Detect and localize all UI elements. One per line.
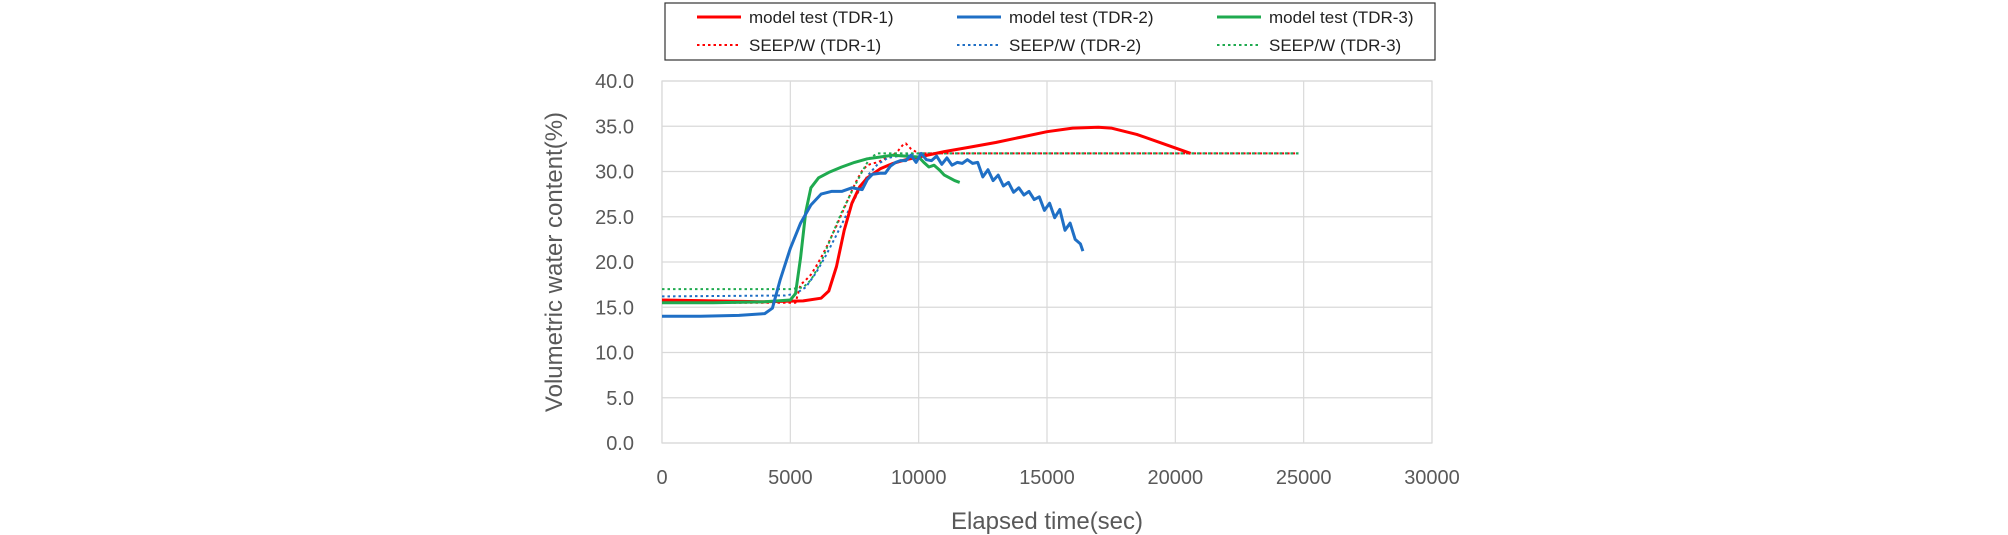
y-tick-label: 30.0	[595, 162, 634, 184]
legend-label: SEEP/W (TDR-2)	[1009, 36, 1141, 55]
x-tick-label: 25000	[1276, 467, 1332, 489]
legend-label: model test (TDR-2)	[1009, 8, 1154, 27]
x-tick-label: 0	[656, 467, 667, 489]
x-tick-labels: 0 5000 10000 15000 20000 25000 30000	[656, 467, 1459, 489]
y-tick-label: 5.0	[606, 388, 634, 410]
series-line-model-test-tdr-3	[662, 153, 961, 305]
series-line-seep-w-tdr-2	[661, 152, 1299, 298]
legend-label: SEEP/W (TDR-1)	[749, 36, 881, 55]
y-tick-labels: 0.0 5.0 10.0 15.0 20.0 25.0 30.0 35.0 40.0	[595, 71, 634, 455]
x-tick-label: 5000	[768, 467, 813, 489]
series-line-seep-w-tdr-1	[662, 142, 1299, 304]
series-layer	[661, 125, 1299, 318]
x-tick-label: 30000	[1404, 467, 1460, 489]
gridlines	[661, 80, 1433, 444]
x-tick-label: 15000	[1019, 467, 1075, 489]
y-tick-label: 40.0	[595, 71, 634, 93]
y-tick-label: 35.0	[595, 116, 634, 138]
y-tick-label: 10.0	[595, 343, 634, 365]
x-tick-label: 20000	[1148, 467, 1204, 489]
y-tick-label: 25.0	[595, 207, 634, 229]
legend-label: model test (TDR-1)	[749, 8, 894, 27]
x-tick-label: 10000	[891, 467, 947, 489]
y-axis-title: Volumetric water content(%)	[541, 112, 568, 412]
series-line-seep-w-tdr-3	[662, 152, 1299, 291]
y-tick-label: 15.0	[595, 297, 634, 319]
plot-area-border	[661, 80, 1433, 444]
legend-label: model test (TDR-3)	[1269, 8, 1414, 27]
series-line-model-test-tdr-2	[662, 151, 1085, 318]
legend-box	[664, 2, 1436, 61]
x-axis-title: Elapsed time(sec)	[951, 508, 1143, 535]
legend-label: SEEP/W (TDR-3)	[1269, 36, 1401, 55]
y-tick-label: 0.0	[606, 433, 634, 455]
y-tick-label: 20.0	[595, 252, 634, 274]
legend: model test (TDR-1) model test (TDR-2) mode…	[664, 2, 1436, 61]
